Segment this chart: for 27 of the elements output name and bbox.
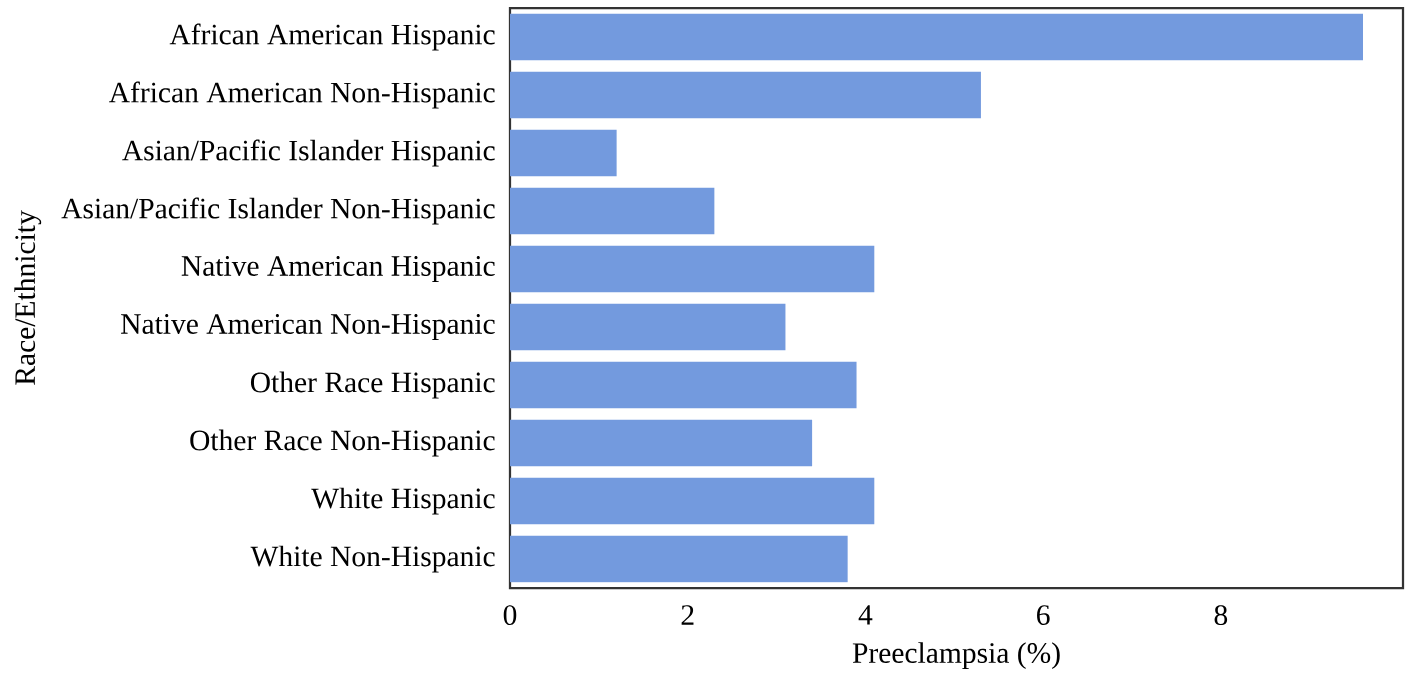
bar <box>509 535 848 583</box>
y-tick-label: Asian/Pacific Islander Hispanic <box>122 139 495 167</box>
y-tick-label: African American Non-Hispanic <box>109 81 495 109</box>
y-tick-label: African American Hispanic <box>169 23 495 51</box>
x-tick-label: 6 <box>1037 605 1050 625</box>
bar <box>509 419 813 467</box>
bar <box>509 303 786 351</box>
y-tick-label: Other Race Non-Hispanic <box>190 429 495 457</box>
x-tick-label: 0 <box>503 605 517 626</box>
x-tick-label: 4 <box>858 605 873 625</box>
bar <box>509 187 715 235</box>
bar <box>509 477 875 525</box>
bar <box>509 71 981 119</box>
y-tick-label: Other Race Hispanic <box>250 371 495 399</box>
y-tick-label: Asian/Pacific Islander Non-Hispanic <box>61 197 495 225</box>
bar <box>509 361 857 409</box>
bar <box>509 129 617 177</box>
y-axis-title: Race/Ethnicity <box>14 210 42 385</box>
y-tick-label: Native American Hispanic <box>181 256 495 282</box>
x-tick-label: 2 <box>681 605 694 625</box>
bar <box>509 13 1364 61</box>
bar <box>509 245 875 293</box>
x-axis-title: Preeclampsia (%) <box>852 642 1060 669</box>
y-tick-label: White Hispanic <box>311 487 495 515</box>
x-tick-label: 8 <box>1214 605 1228 626</box>
y-tick-label: Native American Non-Hispanic <box>121 314 495 340</box>
y-tick-label: White Non-Hispanic <box>250 545 495 573</box>
